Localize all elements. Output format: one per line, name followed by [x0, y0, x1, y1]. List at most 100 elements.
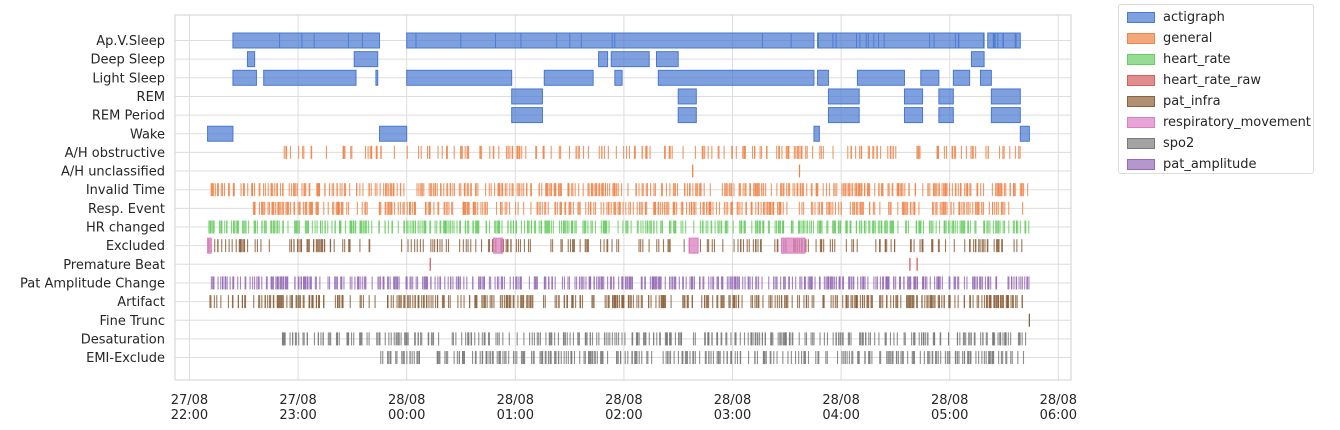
y-tick-label: Premature Beat	[63, 258, 165, 273]
x-tick-label: 28/08	[714, 393, 751, 408]
legend-swatch-spo2	[1127, 137, 1155, 149]
y-tick-label: Fine Trunc	[99, 314, 165, 329]
event-bar	[511, 88, 543, 105]
event-bar	[263, 69, 357, 86]
x-axis-labels: 27/0822:0027/0823:0028/0800:0028/0801:00…	[171, 393, 1077, 423]
legend-item-pat-infra: pat_infra	[1127, 91, 1221, 111]
legend-label: heart_rate_raw	[1163, 72, 1261, 88]
legend-swatch-heart-rate	[1127, 53, 1155, 65]
legend-label: pat_amplitude	[1163, 156, 1257, 172]
event-bar	[990, 107, 1021, 124]
x-tick-label: 06:00	[1040, 408, 1077, 423]
y-tick-label: Desaturation	[81, 332, 165, 347]
event-bar	[990, 88, 1021, 105]
event-bar	[246, 51, 256, 68]
legend: actigraph general heart_rate heart_rate_…	[1118, 4, 1314, 174]
legend-label: pat_infra	[1163, 93, 1221, 109]
event-bar	[207, 125, 234, 142]
legend-item-pat-amplitude: pat_amplitude	[1127, 154, 1257, 174]
y-tick-label: Excluded	[106, 239, 165, 254]
event-bar	[979, 69, 992, 86]
event-bar	[856, 69, 905, 86]
event-bar	[375, 69, 379, 86]
legend-swatch-general	[1127, 32, 1155, 44]
y-tick-label: A/H unclassified	[61, 165, 165, 180]
legend-item-respiratory-movement: respiratory_movement	[1127, 112, 1311, 132]
event-bar	[677, 107, 697, 124]
legend-swatch-actigraph	[1127, 11, 1155, 23]
legend-item-actigraph: actigraph	[1127, 7, 1225, 27]
x-tick-label: 04:00	[822, 408, 859, 423]
event-bar	[952, 69, 971, 86]
event-bar	[827, 107, 860, 124]
event-bar	[232, 69, 257, 86]
y-tick-label: Artifact	[117, 295, 165, 310]
event-bar	[493, 237, 504, 254]
y-tick-label: A/H obstructive	[65, 146, 165, 161]
y-axis-labels: Ap.V.Sleep Deep Sleep Light Sleep REM REM Pe…	[20, 34, 165, 366]
legend-item-heart-rate: heart_rate	[1127, 49, 1231, 69]
legend-swatch-heart-rate-raw	[1127, 74, 1155, 86]
y-tick-label: REM Period	[92, 109, 165, 124]
x-tick-label: 27/08	[279, 393, 316, 408]
legend-label: general	[1163, 30, 1213, 46]
event-bar	[987, 32, 1021, 49]
x-tick-label: 23:00	[279, 408, 316, 423]
legend-label: actigraph	[1163, 9, 1225, 25]
y-tick-label: Resp. Event	[88, 202, 165, 217]
y-tick-label: Light Sleep	[92, 71, 165, 86]
event-bar	[827, 88, 860, 105]
event-bar	[920, 69, 940, 86]
event-bar	[817, 32, 985, 49]
event-bar	[406, 32, 815, 49]
event-bar	[780, 237, 806, 254]
event-bar	[207, 237, 212, 254]
legend-label: spo2	[1163, 135, 1195, 151]
x-tick-label: 27/08	[171, 393, 208, 408]
y-tick-label: Wake	[130, 127, 165, 142]
legend-swatch-pat-infra	[1127, 95, 1155, 107]
event-bar	[677, 88, 697, 105]
event-bar	[353, 51, 379, 68]
y-tick-label: Deep Sleep	[90, 53, 165, 68]
y-tick-label: Invalid Time	[86, 183, 165, 198]
event-bar	[813, 125, 820, 142]
plot-frame	[174, 14, 1072, 381]
event-bar	[610, 51, 650, 68]
legend-item-heart-rate-raw: heart_rate_raw	[1127, 70, 1261, 90]
x-tick-label: 05:00	[931, 408, 968, 423]
x-tick-label: 28/08	[931, 393, 968, 408]
event-bar	[232, 32, 381, 49]
event-marks	[207, 32, 1031, 365]
x-tick-label: 22:00	[171, 408, 208, 423]
x-tick-label: 01:00	[497, 408, 534, 423]
event-bar	[511, 107, 543, 124]
event-bar	[970, 51, 985, 68]
x-tick-label: 02:00	[605, 408, 642, 423]
event-bar	[655, 51, 679, 68]
grid-layer	[175, 15, 1071, 380]
event-bar	[379, 125, 408, 142]
x-tick-label: 28/08	[605, 393, 642, 408]
legend-label: heart_rate	[1163, 51, 1231, 67]
legend-swatch-pat-amplitude	[1127, 158, 1155, 170]
event-bar	[817, 69, 829, 86]
legend-swatch-respiratory-movement	[1127, 116, 1155, 128]
y-tick-label: Pat Amplitude Change	[20, 276, 165, 291]
legend-item-general: general	[1127, 28, 1212, 48]
event-bar	[543, 69, 594, 86]
x-tick-label: 03:00	[714, 408, 751, 423]
x-tick-label: 28/08	[497, 393, 534, 408]
x-tick-label: 28/08	[388, 393, 425, 408]
event-bar	[903, 107, 924, 124]
event-bar	[1019, 125, 1030, 142]
legend-item-spo2: spo2	[1127, 133, 1194, 153]
y-tick-label: REM	[137, 90, 165, 105]
event-bar	[688, 237, 699, 254]
event-bar	[614, 69, 623, 86]
legend-label: respiratory_movement	[1163, 114, 1311, 130]
event-bar	[406, 69, 513, 86]
x-tick-label: 00:00	[388, 408, 425, 423]
y-tick-label: Ap.V.Sleep	[96, 34, 165, 49]
